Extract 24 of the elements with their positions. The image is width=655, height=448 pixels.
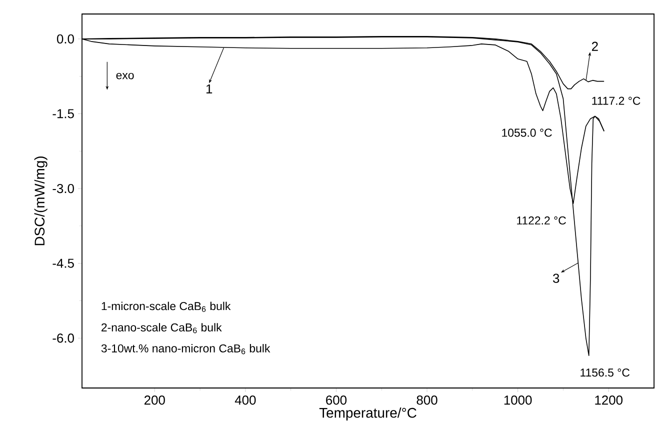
annotation: 1-micron-scale CaB$_{6}$ bulk	[102, 302, 231, 312]
x-tick-label: 800	[416, 396, 438, 405]
annotation: 2	[592, 42, 598, 51]
annotation: 1122.2 °C	[517, 216, 566, 225]
x-tick-label: 400	[234, 396, 256, 405]
x-tick-label: 1000	[504, 396, 532, 405]
x-tick-label: 1200	[595, 396, 623, 405]
y-axis-title: DSC/(mW/mg)	[34, 156, 48, 246]
annotation: 1156.5 °C	[580, 368, 630, 377]
y-tick-label: -4.5	[52, 258, 74, 268]
annotation: 3-10wt.% nano-micron CaB$_{6}$ bulk	[101, 344, 270, 354]
y-tick-label: 0.0	[56, 34, 74, 44]
annotation: 1117.2 °C	[592, 96, 640, 105]
annotation: 2-nano-scale CaB$_{6}$ bulk	[102, 323, 222, 334]
x-tick-label: 600	[326, 396, 347, 405]
y-tick-label: -1.5	[52, 109, 74, 118]
y-tick-label: -6.0	[52, 334, 74, 343]
annotation: exo	[116, 72, 134, 80]
x-tick-label: 200	[144, 396, 165, 405]
y-tick-label: -3.0	[52, 184, 74, 194]
annotation: 1	[206, 84, 212, 94]
annotation: 1055.0 °C	[502, 128, 552, 137]
annotation: 3	[553, 274, 560, 283]
x-axis-title: Temperature/°C	[319, 408, 416, 421]
